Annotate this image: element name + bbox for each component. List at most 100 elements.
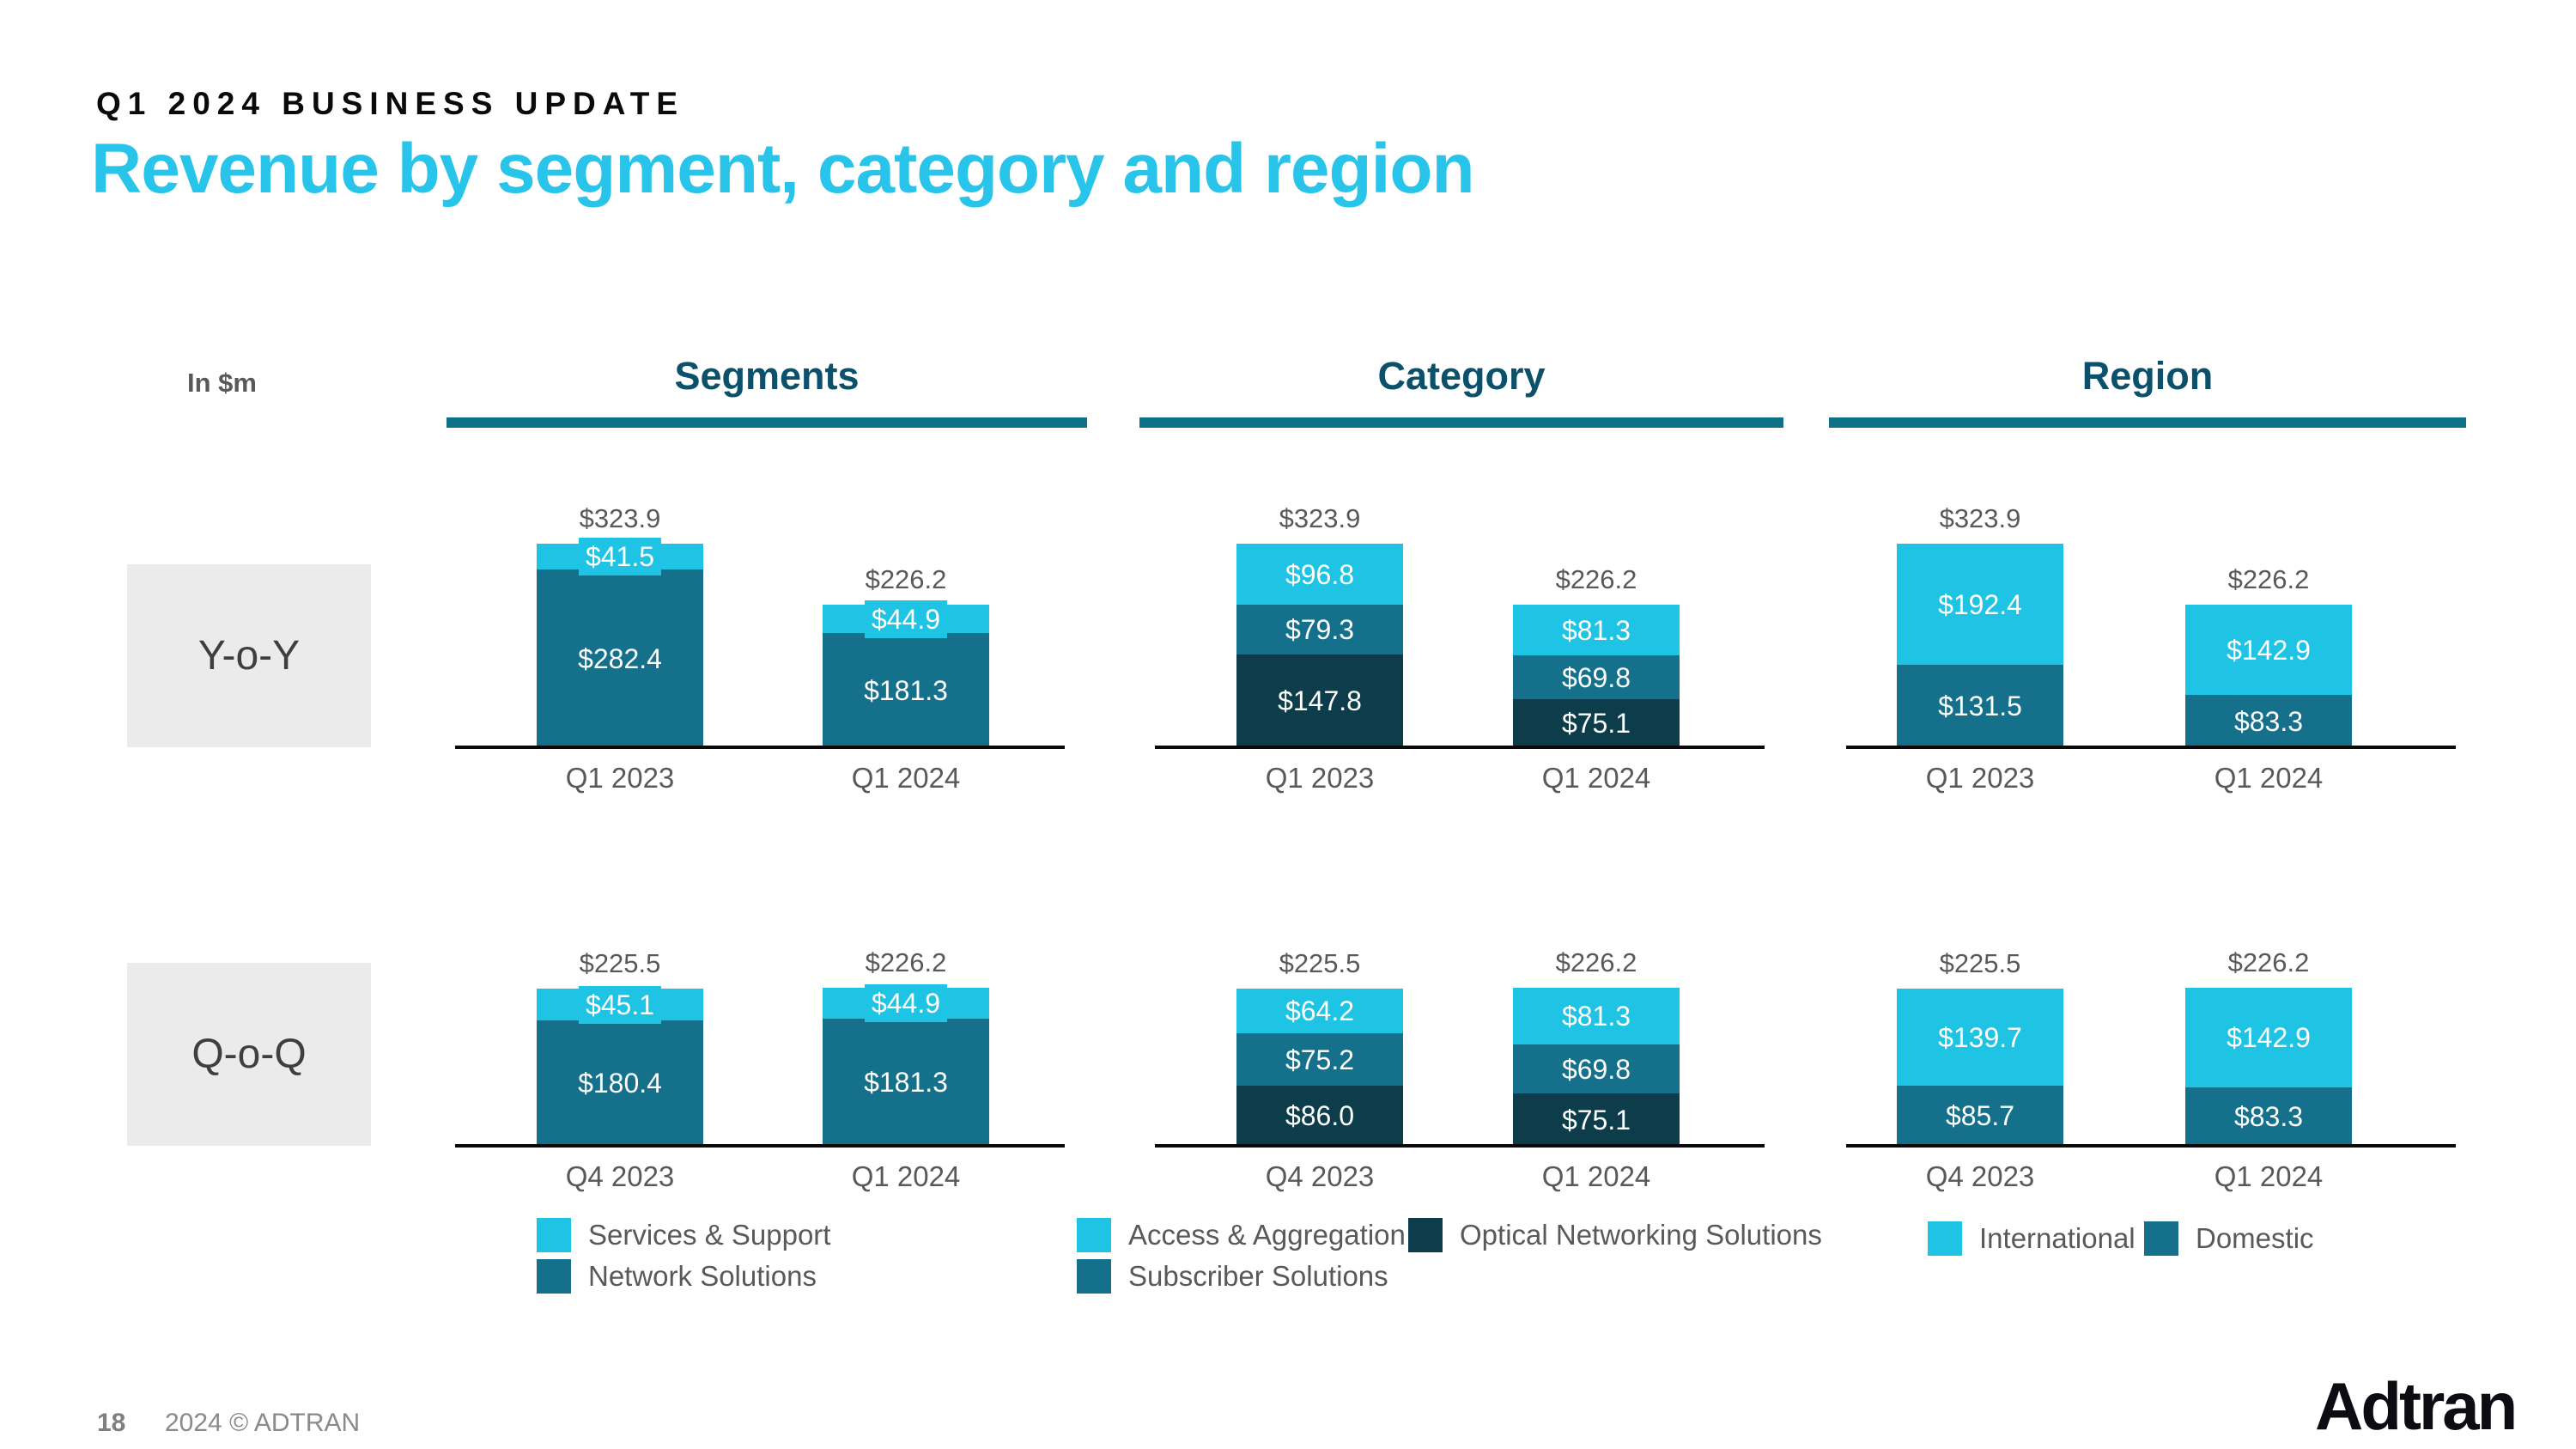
- bar-total-label: $226.2: [1555, 564, 1637, 594]
- bar-total-label: $225.5: [579, 948, 661, 978]
- bar-segment-services-support: $44.9: [823, 600, 989, 638]
- x-axis: [1155, 1144, 1765, 1148]
- row-label-yoy: Y-o-Y: [197, 633, 301, 679]
- slide-eyebrow: Q1 2024 BUSINESS UPDATE: [96, 86, 685, 121]
- legend-label: Access & Aggregation: [1128, 1219, 1406, 1251]
- bar-q4-2023: $64.2 $75.2 $86.0: [1236, 989, 1403, 1146]
- bar-segment-optical-networking-solutions: $147.8: [1236, 654, 1403, 747]
- chart-q-o-q-region: $139.7 $85.7 $225.5 Q4 2023 $142.9 $83.3 $226.…: [1846, 928, 2456, 1288]
- segment-value-label: $64.2: [1285, 995, 1355, 1026]
- legend-item-access-aggregation: Access & Aggregation: [1077, 1218, 1406, 1252]
- international-swatch: [1928, 1221, 1962, 1256]
- bar-q4-2023: $139.7 $85.7: [1897, 989, 2063, 1146]
- row-label-box-qoq: Q-o-Q: [127, 963, 371, 1146]
- x-tick-label: Q1 2023: [1925, 762, 2035, 794]
- bar-segment-access-aggregation: $81.3: [1513, 605, 1680, 655]
- legend-label: Services & Support: [588, 1219, 831, 1251]
- segment-value-label: $75.2: [1285, 1044, 1355, 1075]
- bar-q1-2023: $41.5 $282.4: [537, 538, 703, 747]
- segment-value-label: $192.4: [1938, 588, 2022, 620]
- page-number: 18: [97, 1409, 126, 1437]
- section-header-segments: Segments: [674, 354, 860, 398]
- bar-total-label: $226.2: [1555, 947, 1637, 977]
- bar-q1-2024: $44.9 $181.3: [823, 984, 989, 1146]
- bar-total-label: $226.2: [2227, 947, 2310, 977]
- bar-segment-optical-networking-solutions: $86.0: [1236, 1086, 1403, 1146]
- segment-value-label: $75.1: [1561, 707, 1631, 739]
- bar-total-label: $323.9: [579, 503, 661, 533]
- bar-total-label: $323.9: [1279, 503, 1361, 533]
- bar-q1-2024: $142.9 $83.3: [2185, 988, 2352, 1146]
- segment-value-label: $180.4: [578, 1068, 662, 1099]
- legend-item-subscriber-solutions: Subscriber Solutions: [1077, 1259, 1388, 1294]
- optical-networking-solutions-swatch: [1408, 1218, 1443, 1252]
- segment-value-label: $142.9: [2227, 634, 2311, 666]
- bar-total-label: $226.2: [865, 564, 947, 594]
- legend-item-optical-networking-solutions: Optical Networking Solutions: [1408, 1218, 1822, 1252]
- bar-total-label: $225.5: [1279, 948, 1361, 978]
- bar-segment-domestic: $85.7: [1897, 1086, 2063, 1146]
- legend-label: Subscriber Solutions: [1128, 1260, 1388, 1292]
- x-tick-label: Q1 2024: [1541, 1160, 1651, 1192]
- x-axis: [1155, 746, 1765, 749]
- units-label: In $m: [187, 368, 257, 398]
- bar-segment-network-solutions: $180.4: [537, 1020, 703, 1146]
- segment-value-label: $81.3: [1561, 1001, 1631, 1032]
- bar-segment-network-solutions: $282.4: [537, 569, 703, 747]
- bar-segment-international: $142.9: [2185, 988, 2352, 1087]
- x-axis: [455, 746, 1065, 749]
- bar-segment-international: $142.9: [2185, 605, 2352, 695]
- x-tick-label: Q1 2024: [2214, 762, 2324, 794]
- bar-segment-subscriber-solutions: $69.8: [1513, 655, 1680, 699]
- segment-value-label: $85.7: [1945, 1100, 2015, 1131]
- row-label-qoq: Q-o-Q: [191, 1032, 307, 1077]
- bar-segment-services-support: $45.1: [537, 985, 703, 1024]
- bar-segment-access-aggregation: $81.3: [1513, 988, 1680, 1044]
- x-tick-label: Q4 2023: [565, 1160, 675, 1192]
- segment-value-label: $96.8: [1285, 558, 1355, 590]
- x-tick-label: Q1 2023: [1265, 762, 1375, 794]
- section-underline-category: [1139, 417, 1783, 428]
- segment-value-label: $45.1: [578, 985, 662, 1024]
- services-support-swatch: [537, 1218, 571, 1252]
- segment-value-label: $147.8: [1278, 685, 1362, 716]
- legend-item-services-support: Services & Support: [537, 1218, 830, 1252]
- copyright-text: 2024 © ADTRAN: [165, 1409, 361, 1437]
- chart-q-o-q-category: $64.2 $75.2 $86.0 $225.5 Q4 2023 $81.3 $69.8 $7…: [1155, 928, 1765, 1288]
- bar-segment-domestic: $131.5: [1897, 665, 2063, 747]
- network-solutions-swatch: [537, 1259, 571, 1294]
- segment-value-label: $86.0: [1285, 1100, 1355, 1131]
- bar-total-label: $323.9: [1939, 503, 2021, 533]
- subscriber-solutions-swatch: [1077, 1259, 1111, 1294]
- segment-value-label: $139.7: [1938, 1021, 2022, 1053]
- bar-q1-2023: $192.4 $131.5: [1897, 544, 2063, 747]
- bar-segment-domestic: $83.3: [2185, 1087, 2352, 1146]
- legend-label: Domestic: [2196, 1222, 2314, 1254]
- segment-value-label: $131.5: [1938, 691, 2022, 721]
- bar-q4-2023: $45.1 $180.4: [537, 985, 703, 1146]
- bar-segment-network-solutions: $181.3: [823, 1019, 989, 1145]
- x-tick-label: Q1 2024: [1541, 762, 1651, 794]
- bar-segment-access-aggregation: $64.2: [1236, 989, 1403, 1033]
- bar-segment-subscriber-solutions: $75.2: [1236, 1033, 1403, 1086]
- section-underline-segments: [447, 417, 1087, 428]
- chart-y-o-y-category: $96.8 $79.3 $147.8 $323.9 Q1 2023 $81.3 $69.8 $…: [1155, 481, 1765, 842]
- chart-y-o-y-region: $192.4 $131.5 $323.9 Q1 2023 $142.9 $83.3 $226…: [1846, 481, 2456, 842]
- bar-total-label: $225.5: [1939, 948, 2021, 978]
- segment-value-label: $83.3: [2233, 1101, 2304, 1132]
- slide-title: Revenue by segment, category and region: [91, 130, 1475, 208]
- legend-label: Optical Networking Solutions: [1460, 1219, 1822, 1251]
- bar-segment-optical-networking-solutions: $75.1: [1513, 1093, 1680, 1146]
- bar-q1-2024: $142.9 $83.3: [2185, 605, 2352, 747]
- segment-value-label: $44.9: [864, 984, 948, 1022]
- bar-segment-international: $192.4: [1897, 544, 2063, 665]
- x-axis: [1846, 1144, 2456, 1148]
- segment-value-label: $69.8: [1561, 661, 1631, 693]
- legend-label: International: [1979, 1222, 2136, 1254]
- x-tick-label: Q1 2024: [851, 762, 961, 794]
- x-axis: [1846, 746, 2456, 749]
- domestic-swatch: [2144, 1221, 2178, 1256]
- x-axis: [455, 1144, 1065, 1148]
- segment-value-label: $282.4: [578, 642, 662, 674]
- bar-segment-international: $139.7: [1897, 989, 2063, 1086]
